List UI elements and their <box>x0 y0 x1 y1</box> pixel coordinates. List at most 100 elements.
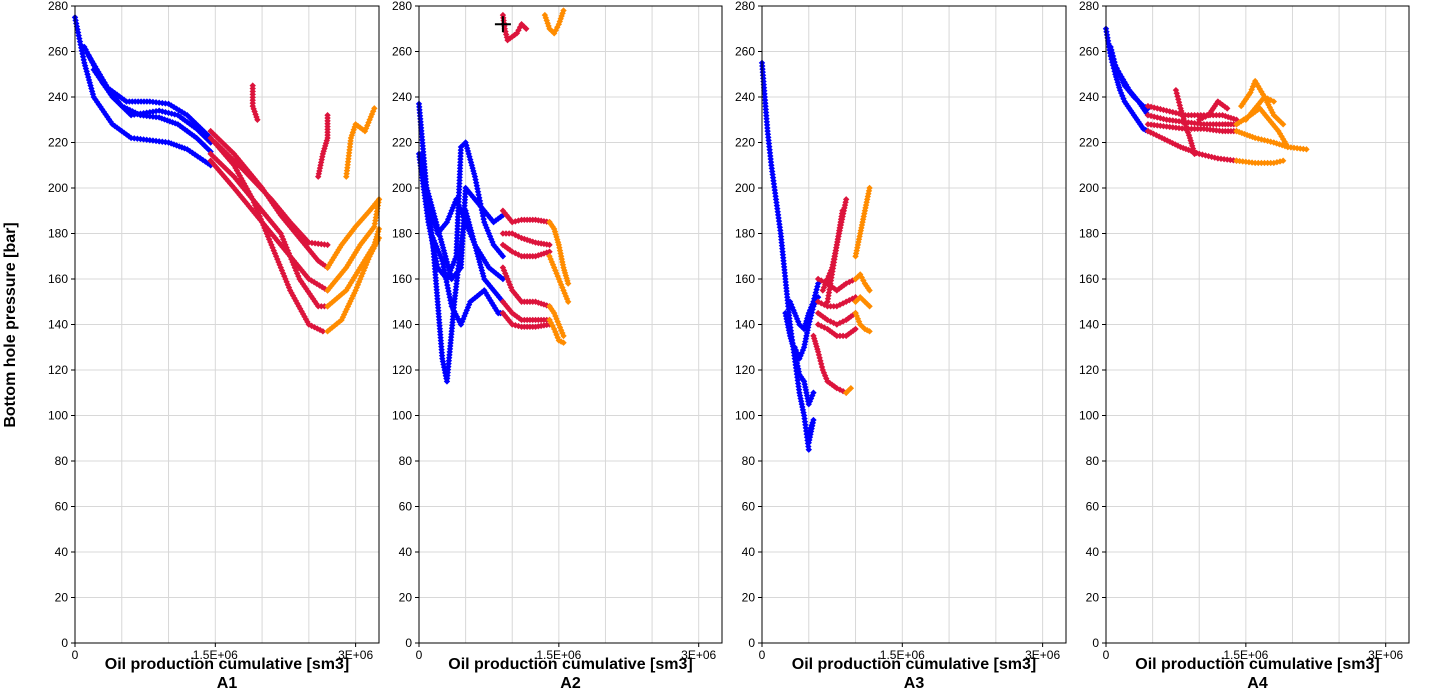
data-point <box>482 221 489 229</box>
data-point <box>134 135 141 142</box>
data-point <box>864 300 871 308</box>
data-point <box>780 257 787 264</box>
data-point <box>1267 96 1274 104</box>
data-point <box>809 422 816 429</box>
data-point <box>760 84 768 91</box>
data-point <box>1235 128 1243 136</box>
data-point <box>1183 126 1191 133</box>
data-point <box>765 140 773 147</box>
data-point <box>1147 129 1154 136</box>
x-tick-label: 0 <box>759 648 766 662</box>
data-point <box>1142 126 1149 134</box>
data-point <box>509 33 516 40</box>
data-point <box>81 62 89 69</box>
data-point <box>1163 107 1170 114</box>
data-point <box>1182 121 1189 128</box>
y-tick-label: 100 <box>48 409 68 423</box>
data-point <box>516 296 523 303</box>
data-point <box>1119 76 1127 83</box>
data-point <box>825 292 832 299</box>
data-point <box>857 321 864 328</box>
data-point <box>854 241 862 249</box>
data-point <box>322 140 330 147</box>
y-tick-label: 20 <box>399 591 413 605</box>
data-point <box>438 238 445 246</box>
data-point <box>1237 118 1245 125</box>
data-point <box>866 287 873 294</box>
y-tick-label: 20 <box>55 591 69 605</box>
data-point <box>794 374 801 381</box>
x-tick-label: 1.5E+06 <box>880 648 925 662</box>
data-point <box>762 106 770 113</box>
data-point <box>550 309 558 317</box>
data-point <box>774 205 781 212</box>
data-point <box>792 351 799 358</box>
data-point <box>860 277 867 284</box>
data-point <box>489 238 496 246</box>
data-point <box>1221 103 1229 110</box>
data-point <box>1279 157 1287 164</box>
data-point <box>1180 115 1187 123</box>
data-point <box>800 325 808 333</box>
data-point <box>814 309 822 317</box>
y-tick-label: 180 <box>392 227 412 241</box>
data-point <box>866 184 873 192</box>
data-point <box>825 289 833 296</box>
data-point <box>835 233 842 240</box>
data-point <box>428 207 435 214</box>
x-axis-title: Oil production cumulative [sm3] <box>1135 656 1379 673</box>
data-point <box>842 196 850 203</box>
data-point <box>1129 91 1137 98</box>
data-point <box>207 127 214 135</box>
panel-a3: 0 20 40 60 80 100 120 140 160 180 200 220 240 260 280 0… <box>735 0 1067 692</box>
data-point <box>277 230 284 237</box>
data-point <box>555 337 563 344</box>
data-point <box>1191 119 1198 127</box>
data-point <box>220 140 227 147</box>
data-point <box>462 139 469 146</box>
data-point <box>1127 89 1135 96</box>
data-point <box>808 425 815 432</box>
data-point <box>350 251 358 259</box>
data-point <box>794 377 801 384</box>
data-point <box>1253 80 1260 87</box>
data-point <box>1269 109 1276 116</box>
data-point <box>564 298 572 305</box>
data-point <box>316 167 323 175</box>
data-point <box>512 218 519 225</box>
data-point <box>546 241 553 249</box>
data-point <box>814 283 821 290</box>
data-point <box>1217 100 1224 107</box>
data-point <box>1144 127 1152 135</box>
data-point <box>268 218 275 226</box>
data-point <box>777 227 784 234</box>
data-point <box>371 105 378 112</box>
data-point <box>143 109 150 116</box>
data-point <box>543 17 550 24</box>
data-point <box>857 294 864 301</box>
data-point <box>798 400 805 408</box>
data-point <box>543 218 550 225</box>
data-point <box>857 271 864 278</box>
data-point <box>1177 143 1184 151</box>
y-tick-label: 200 <box>1079 181 1099 195</box>
data-point <box>818 300 825 307</box>
data-point <box>535 299 542 306</box>
data-point <box>420 173 427 180</box>
data-point <box>860 213 867 220</box>
data-point <box>174 112 182 119</box>
data-point <box>1132 114 1139 121</box>
data-point <box>1188 140 1195 147</box>
data-point <box>555 21 563 28</box>
data-point <box>793 359 801 367</box>
data-point <box>514 294 522 301</box>
data-point <box>1169 117 1177 124</box>
data-point <box>847 385 855 392</box>
data-point <box>1303 146 1310 153</box>
data-point <box>484 227 491 234</box>
data-point <box>1287 144 1295 151</box>
data-points <box>71 14 383 335</box>
x-tick-label: 3E+06 <box>1025 648 1060 662</box>
data-point <box>785 324 792 331</box>
data-point <box>785 312 793 319</box>
